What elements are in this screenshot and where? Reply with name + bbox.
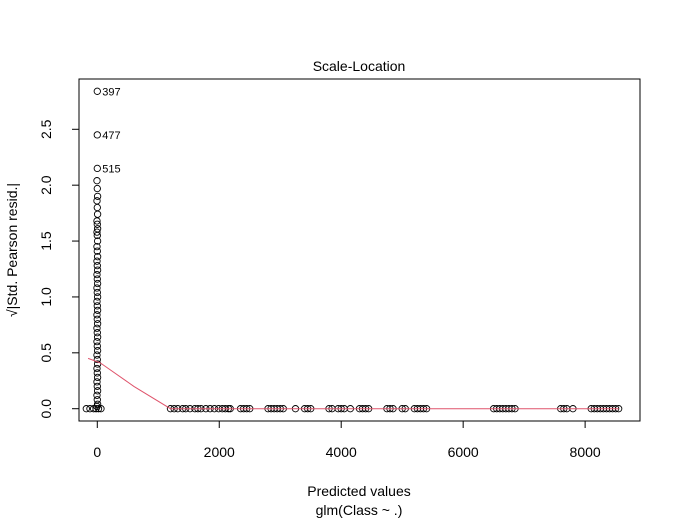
data-point (93, 297, 101, 306)
data-point (93, 391, 101, 399)
y-tick-label: 2.0 (38, 175, 54, 195)
data-point (93, 333, 102, 341)
smooth-line (87, 357, 619, 410)
data-point (93, 275, 101, 283)
plot-frame (78, 78, 641, 422)
data-point (93, 293, 102, 301)
x-axis-subtitle: glm(Class ~ .) (316, 502, 403, 518)
data-point (93, 337, 101, 346)
data-point (93, 231, 101, 240)
data-point (93, 288, 101, 297)
data-point (93, 387, 102, 395)
data-point (93, 210, 102, 218)
data-point (93, 378, 101, 386)
data-point (93, 315, 101, 323)
data-point (93, 266, 102, 274)
data-point (93, 184, 101, 193)
data-point (93, 261, 101, 270)
data-point (93, 311, 101, 319)
data-point (93, 324, 101, 332)
y-tick-label: 1.0 (38, 287, 54, 307)
data-point (93, 270, 101, 279)
x-axis: 0 2000 4000 6000 8000 (93, 420, 601, 460)
data-point (93, 197, 101, 205)
data-point (93, 253, 102, 261)
y-axis: 0.0 0.5 1.0 1.5 2.0 2.5 (38, 119, 80, 419)
data-point (82, 405, 90, 413)
y-tick-label: 1.5 (38, 231, 54, 251)
chart-marks: 397 477 515 (82, 86, 623, 413)
data-point (93, 360, 102, 368)
data-point (93, 279, 102, 288)
data-point (93, 228, 101, 236)
outlier-label: 477 (102, 130, 120, 142)
data-point (93, 242, 101, 251)
outlier-point (93, 87, 101, 95)
x-tick-label: 8000 (570, 444, 601, 460)
outlier-point (93, 131, 101, 139)
data-point (93, 306, 102, 315)
data-point (86, 405, 94, 413)
data-point (93, 247, 101, 255)
y-tick-label: 2.5 (38, 119, 54, 139)
x-tick-label: 6000 (448, 444, 479, 460)
data-point (93, 369, 101, 377)
data-point (93, 342, 101, 350)
y-axis-title: √|Std. Pearson resid.| (4, 183, 20, 317)
outlier-label: 397 (102, 86, 120, 98)
data-point (93, 217, 101, 225)
y-tick-label: 0.5 (38, 343, 54, 363)
data-point (93, 402, 101, 411)
outlier-point (93, 164, 101, 173)
y-tick-label: 0.0 (38, 399, 54, 419)
data-point (93, 302, 101, 310)
x-tick-label: 0 (93, 444, 101, 460)
data-point (93, 329, 101, 337)
outlier-label: 515 (102, 163, 120, 175)
data-point (93, 257, 101, 265)
data-point (93, 373, 102, 382)
data-point (93, 382, 101, 391)
x-tick-label: 4000 (326, 444, 357, 460)
data-point (93, 203, 101, 212)
data-point (93, 346, 102, 355)
data-point (93, 355, 101, 364)
data-point (93, 220, 101, 228)
data-point (93, 364, 101, 373)
data-point (93, 284, 101, 292)
chart-title: Scale-Location (313, 58, 406, 74)
data-point (93, 192, 102, 201)
data-point (93, 177, 101, 185)
data-point (94, 405, 103, 413)
data-point (93, 237, 102, 245)
data-point (93, 320, 102, 328)
data-point (93, 351, 101, 359)
x-axis-title: Predicted values (307, 483, 411, 499)
x-tick-label: 2000 (204, 444, 235, 460)
